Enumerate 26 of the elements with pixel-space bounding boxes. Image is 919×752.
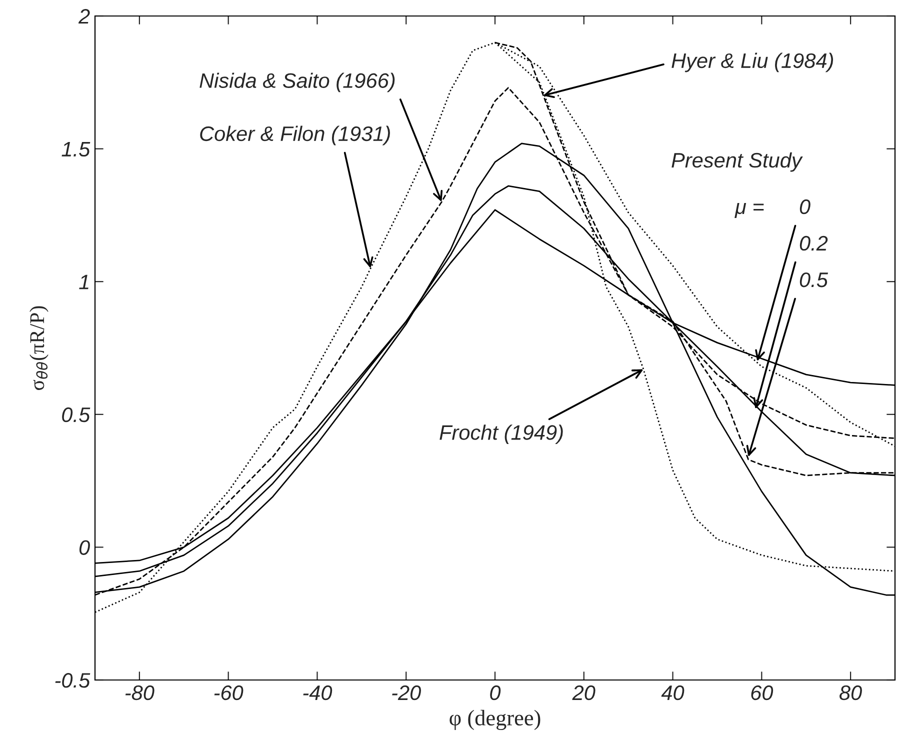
annotation: Hyer & Liu (1984) bbox=[672, 52, 834, 72]
annotation: Frocht (1949) bbox=[440, 424, 563, 444]
y-tick-label: 2 bbox=[78, 9, 90, 24]
y-tick-label: -0.5 bbox=[55, 673, 90, 688]
annotation: μ = bbox=[734, 202, 764, 218]
annotation: Coker & Filon (1931) bbox=[200, 126, 390, 146]
y-axis-title: σ$_{θθ}$(πR/P) bbox=[30, 306, 48, 390]
x-tick-label: -40 bbox=[303, 685, 332, 700]
y-tick-label: 1 bbox=[79, 274, 88, 290]
y-tick-label: 0 bbox=[79, 540, 90, 555]
x-tick-label: 40 bbox=[661, 685, 684, 700]
x-tick-label: -60 bbox=[214, 685, 244, 700]
x-tick-label: 60 bbox=[751, 685, 774, 700]
y-tick-label: 0.5 bbox=[62, 407, 90, 422]
x-tick-label: -20 bbox=[392, 685, 421, 700]
x-tick-label: 0 bbox=[490, 685, 501, 700]
annotation: Nisida & Saito (1966) bbox=[200, 72, 395, 92]
annotation: Present Study bbox=[672, 152, 803, 172]
annotation: 0.2 bbox=[800, 236, 828, 251]
x-tick-label: 20 bbox=[572, 685, 596, 700]
annotation: 0 bbox=[800, 199, 810, 214]
y-tick-label: 1.5 bbox=[62, 142, 90, 157]
x-tick-label: 80 bbox=[840, 685, 862, 700]
x-tick-label: -80 bbox=[125, 685, 154, 700]
annotation: 0.5 bbox=[800, 272, 828, 288]
x-axis-title: φ (degree) bbox=[450, 710, 540, 730]
